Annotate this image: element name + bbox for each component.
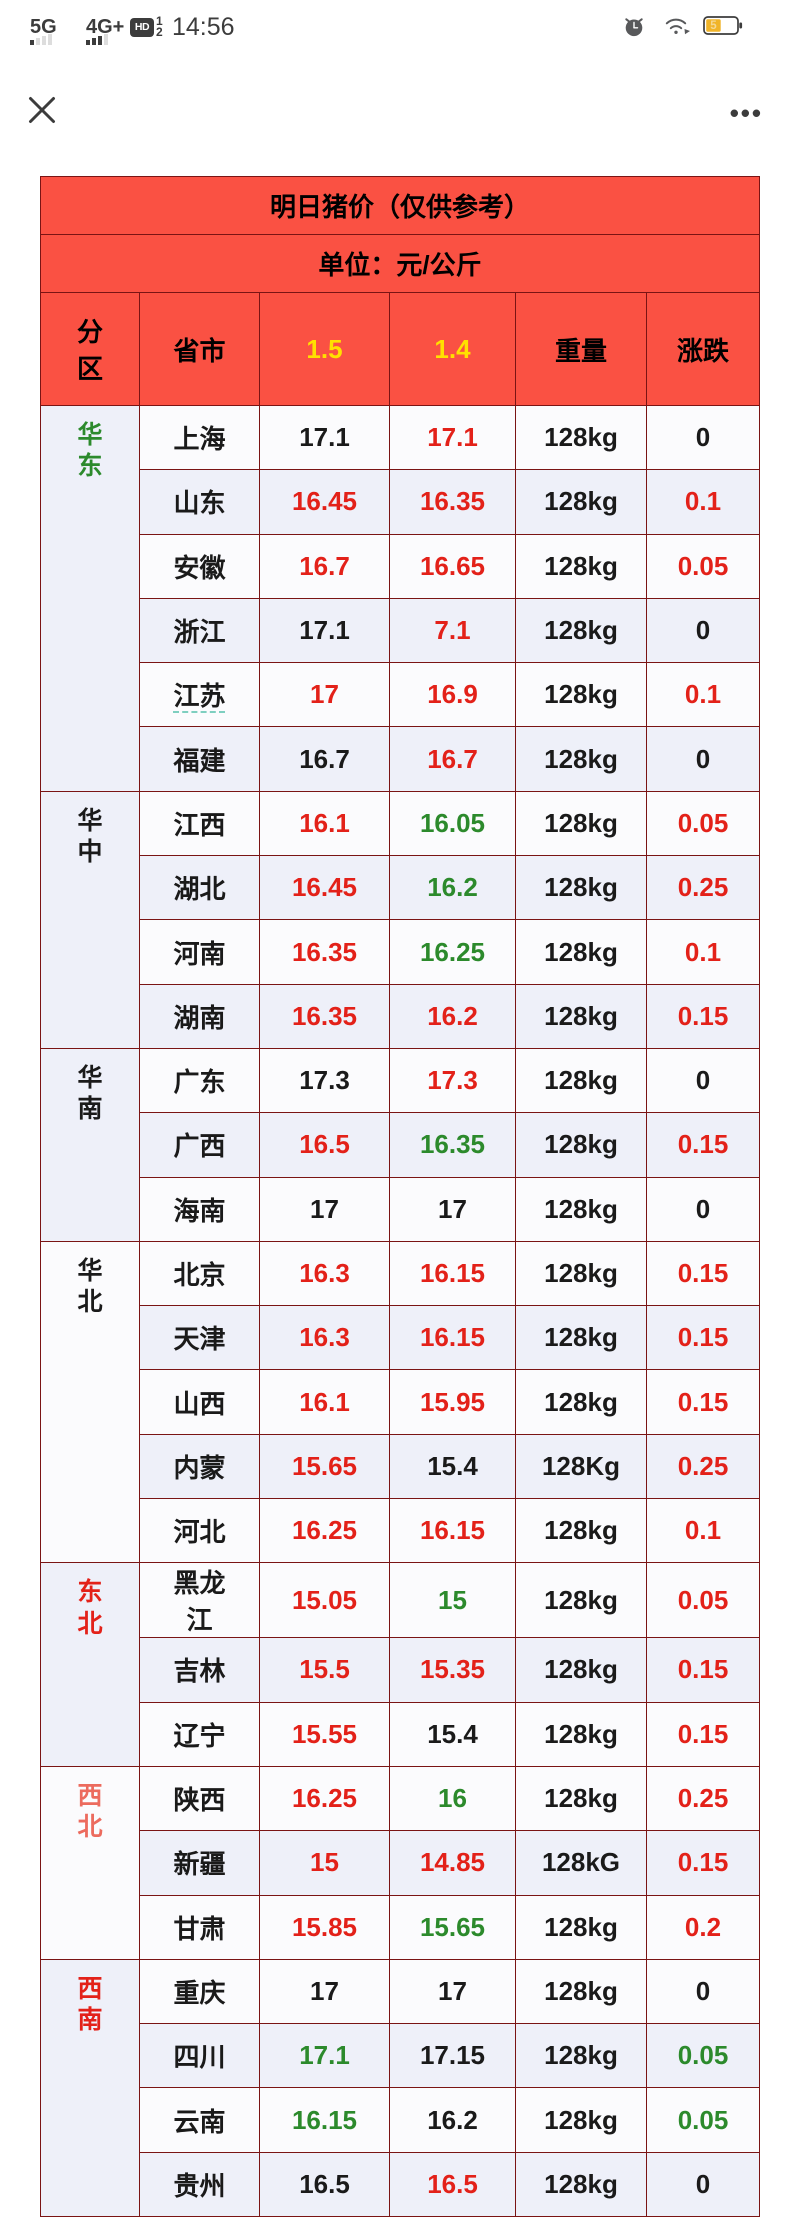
svg-text:5: 5: [710, 20, 717, 32]
